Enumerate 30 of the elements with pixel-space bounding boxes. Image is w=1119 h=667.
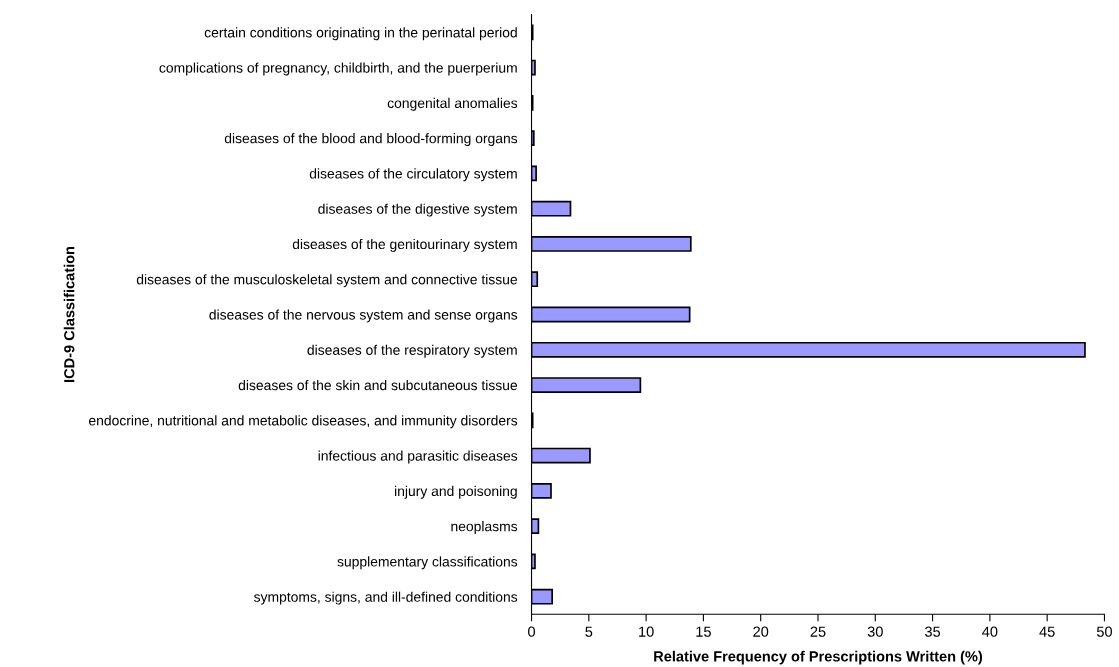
y-tick-label: supplementary classifications [337, 556, 518, 570]
y-tick-label: congenital anomalies [387, 97, 518, 111]
x-tick-label: 20 [753, 626, 769, 637]
y-tick-label: diseases of the circulatory system [309, 168, 517, 182]
y-tick-label: injury and poisoning [395, 485, 517, 499]
y-tick-label: infectious and parasitic diseases [318, 450, 518, 464]
y-tick-label: endocrine, nutritional and metabolic diseases, and immunity disorders [89, 415, 518, 429]
y-tick-label: diseases of the musculoskeletal system and connective tissue [136, 274, 518, 288]
y-tick-label: complications of pregnancy, childbirth, and the puerperium [159, 62, 517, 76]
y-tick-label: certain conditions originating in the perinatal period [204, 27, 517, 41]
x-tick-label: 35 [925, 626, 941, 637]
y-tick-label: diseases of the digestive system [318, 203, 517, 217]
x-tick-label: 40 [982, 626, 998, 637]
y-tick-label: neoplasms [451, 521, 518, 535]
x-tick-label: 50 [1096, 626, 1112, 637]
x-axis-title: Relative Frequency of Prescriptions Written (%) [654, 650, 983, 665]
y-tick-label: diseases of the respiratory system [307, 344, 517, 358]
y-tick-label: diseases of the genitourinary system [292, 238, 517, 252]
y-tick-label: diseases of the blood and blood-forming organs [224, 133, 518, 147]
x-tick-label: 0 [528, 626, 536, 637]
x-tick-label: 30 [867, 626, 883, 637]
x-tick-label: 45 [1039, 626, 1055, 637]
y-tick-label: symptoms, signs, and ill-defined conditions [254, 591, 518, 605]
x-tick-label: 10 [639, 626, 654, 637]
y-tick-label: diseases of the skin and subcutaneous tissue [238, 380, 518, 391]
x-tick-label: 25 [810, 626, 826, 637]
y-axis-title: ICD-9 Classification [63, 246, 75, 382]
y-tick-label: diseases of the nervous system and sense organs [209, 309, 518, 323]
x-tick-label: 15 [696, 626, 711, 637]
x-tick-label: 5 [585, 626, 593, 637]
